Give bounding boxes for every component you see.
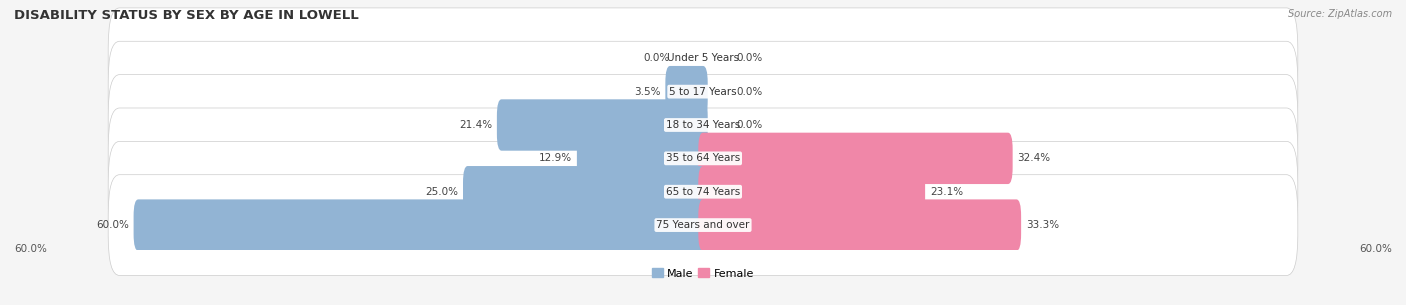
Text: DISABILITY STATUS BY SEX BY AGE IN LOWELL: DISABILITY STATUS BY SEX BY AGE IN LOWEL… bbox=[14, 9, 359, 22]
Text: 23.1%: 23.1% bbox=[929, 187, 963, 197]
FancyBboxPatch shape bbox=[108, 175, 1298, 275]
FancyBboxPatch shape bbox=[108, 41, 1298, 142]
FancyBboxPatch shape bbox=[665, 66, 707, 117]
Text: 60.0%: 60.0% bbox=[1360, 244, 1392, 254]
FancyBboxPatch shape bbox=[134, 199, 707, 251]
FancyBboxPatch shape bbox=[108, 8, 1298, 109]
FancyBboxPatch shape bbox=[699, 199, 1021, 251]
Text: 32.4%: 32.4% bbox=[1018, 153, 1050, 163]
FancyBboxPatch shape bbox=[699, 133, 1012, 184]
Text: 3.5%: 3.5% bbox=[634, 87, 661, 97]
Text: 0.0%: 0.0% bbox=[735, 120, 762, 130]
Legend: Male, Female: Male, Female bbox=[647, 264, 759, 283]
Text: 65 to 74 Years: 65 to 74 Years bbox=[666, 187, 740, 197]
FancyBboxPatch shape bbox=[463, 166, 707, 217]
FancyBboxPatch shape bbox=[108, 108, 1298, 209]
Text: Under 5 Years: Under 5 Years bbox=[666, 53, 740, 63]
Text: 75 Years and over: 75 Years and over bbox=[657, 220, 749, 230]
FancyBboxPatch shape bbox=[699, 166, 925, 217]
Text: 25.0%: 25.0% bbox=[425, 187, 458, 197]
Text: 21.4%: 21.4% bbox=[458, 120, 492, 130]
Text: 0.0%: 0.0% bbox=[735, 87, 762, 97]
FancyBboxPatch shape bbox=[496, 99, 707, 151]
FancyBboxPatch shape bbox=[576, 133, 707, 184]
Text: 35 to 64 Years: 35 to 64 Years bbox=[666, 153, 740, 163]
Text: 0.0%: 0.0% bbox=[644, 53, 671, 63]
Text: 18 to 34 Years: 18 to 34 Years bbox=[666, 120, 740, 130]
Text: 60.0%: 60.0% bbox=[96, 220, 129, 230]
Text: 60.0%: 60.0% bbox=[14, 244, 46, 254]
Text: 0.0%: 0.0% bbox=[735, 53, 762, 63]
FancyBboxPatch shape bbox=[108, 141, 1298, 242]
Text: 33.3%: 33.3% bbox=[1026, 220, 1059, 230]
Text: 5 to 17 Years: 5 to 17 Years bbox=[669, 87, 737, 97]
Text: 12.9%: 12.9% bbox=[538, 153, 572, 163]
FancyBboxPatch shape bbox=[108, 75, 1298, 175]
Text: Source: ZipAtlas.com: Source: ZipAtlas.com bbox=[1288, 9, 1392, 19]
